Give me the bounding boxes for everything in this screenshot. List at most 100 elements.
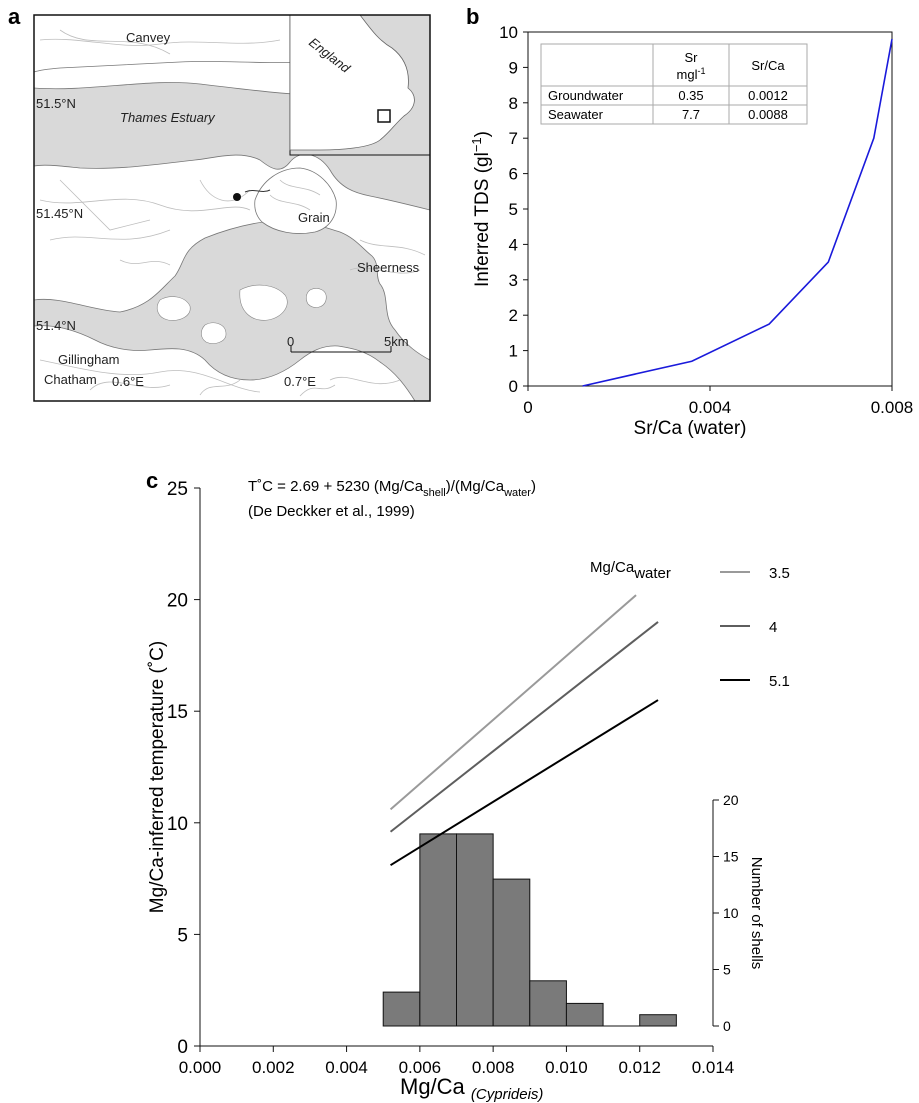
y-tick-label: 20 <box>167 591 188 612</box>
y-tick-label: 2 <box>509 306 518 325</box>
equation-text: T˚C = 2.69 + 5230 (Mg/Cashell)/(Mg/Cawat… <box>248 478 536 499</box>
y-axis-label-end: ) <box>472 131 493 137</box>
place-label-thames-estuary: Thames Estuary <box>120 110 216 125</box>
y-tick-label: 9 <box>509 58 518 77</box>
table-header-srca: Sr/Ca <box>751 58 785 73</box>
legend-label: 4 <box>769 619 777 636</box>
y-tick-label: 3 <box>509 271 518 290</box>
place-label-canvey: Canvey <box>126 30 171 45</box>
y-tick-label: 1 <box>509 342 518 361</box>
x-tick-label: 0.004 <box>325 1058 368 1077</box>
temperature-series-line <box>390 699 659 867</box>
equation-sub-water: water <box>503 487 531 499</box>
place-label-chatham: Chatham <box>44 372 97 387</box>
y-axis-label-sup: −1 <box>469 137 484 152</box>
histogram-bar <box>529 980 567 1027</box>
panel-b-chart: 0 1 2 3 4 5 6 7 8 9 10 0 0.004 0.008 Sr/Ca (water) Infe… <box>469 23 913 439</box>
table-cell-groundwater: Groundwater <box>548 88 624 103</box>
study-area-box <box>377 109 391 123</box>
medway-estuary-water <box>33 219 431 402</box>
x-tick-label: 0.008 <box>472 1058 515 1077</box>
y-tick-label: 5 <box>177 925 188 946</box>
y-tick-label: 8 <box>509 94 518 113</box>
scale-bar-start: 0 <box>287 334 294 349</box>
x-tick-label: 0.008 <box>871 398 914 417</box>
legend-label: 5.1 <box>769 673 790 690</box>
y-tick-label: 5 <box>509 200 518 219</box>
histogram-y-tick-label: 10 <box>723 905 739 921</box>
map-frame <box>33 14 431 402</box>
y-tick-label: 0 <box>509 377 518 396</box>
place-label-sheerness: Sheerness <box>357 260 420 275</box>
tds-series-line <box>582 38 893 387</box>
citation-text: (De Deckker et al., 1999) <box>248 503 415 520</box>
lat-label-51-5: 51.5°N <box>36 96 76 111</box>
x-tick-label: 0.000 <box>179 1058 222 1077</box>
place-label-grain: Grain <box>298 210 330 225</box>
england-landmass <box>289 14 415 151</box>
y-tick-label: 7 <box>509 129 518 148</box>
legend-label: 3.5 <box>769 565 790 582</box>
creek-line <box>244 189 271 193</box>
y-axis-label: Inferred TDS (gl−1) <box>469 131 493 287</box>
medway-island <box>305 288 327 308</box>
lon-label-0-6: 0.6°E <box>112 374 144 389</box>
histogram-bar <box>419 833 458 1027</box>
y-axis-label: Mg/Ca-inferred temperature (˚C) <box>147 641 168 913</box>
medway-island <box>156 296 191 321</box>
equation-part: T˚C = 2.69 + 5230 (Mg/Ca <box>248 478 424 495</box>
scale-bar: 0 5km <box>287 334 409 353</box>
panel-c-chart: 0 5 10 15 20 Number of shells 0 5 10 15 20 25 0.000 0… <box>147 479 790 1103</box>
equation-mid: )/(Mg/Ca <box>446 478 505 495</box>
table-cell-groundwater-sr: 0.35 <box>678 88 703 103</box>
temperature-series-line <box>389 594 637 811</box>
medway-island <box>201 322 227 344</box>
panel-label-c: c <box>146 468 158 493</box>
temperature-series-line <box>389 621 659 833</box>
x-tick-label: 0.004 <box>689 398 732 417</box>
lon-label-0-7: 0.7°E <box>284 374 316 389</box>
map-panel: Canvey Thames Estuary Grain Sheerness Gi… <box>33 14 431 402</box>
x-axis-label-base: Mg/Ca <box>400 1074 471 1099</box>
histogram-bar <box>492 878 531 1027</box>
histogram-y-tick-label: 0 <box>723 1018 731 1034</box>
table-cell-seawater-sr: 7.7 <box>682 107 700 122</box>
x-tick-label: 0 <box>523 398 532 417</box>
x-tick-label: 0.010 <box>545 1058 588 1077</box>
y-tick-label: 15 <box>167 702 188 723</box>
map-roads <box>39 29 426 397</box>
histogram-bar <box>456 833 494 1027</box>
legend-title: Mg/Cawater <box>590 559 671 582</box>
x-axis-label: Sr/Ca (water) <box>634 418 747 439</box>
y-tick-label: 0 <box>177 1037 188 1058</box>
histogram-bar <box>565 1002 604 1027</box>
histogram-y-axis-label: Number of shells <box>748 857 765 970</box>
x-tick-label: 0.002 <box>252 1058 295 1077</box>
histogram-y-tick-label: 15 <box>723 849 739 865</box>
y-tick-label: 6 <box>509 165 518 184</box>
legend-title-base: Mg/Ca <box>590 559 635 576</box>
table-header-sr-unit-base: mgl <box>677 67 698 82</box>
histogram-bar <box>639 1014 677 1027</box>
histogram-y-tick-label: 20 <box>723 792 739 808</box>
y-tick-label: 10 <box>167 814 188 835</box>
sr-table: Sr mgl-1 Sr/Ca Groundwater 0.35 0.0012 S… <box>540 43 808 125</box>
equation-end: ) <box>531 478 536 495</box>
x-tick-label: 0.012 <box>618 1058 661 1077</box>
table-cell-seawater-srca: 0.0088 <box>748 107 788 122</box>
table-cell-seawater: Seawater <box>548 107 604 122</box>
legend-title-sub: water <box>633 565 671 582</box>
lat-label-51-4: 51.4°N <box>36 318 76 333</box>
y-axis-label-base: Inferred TDS (gl <box>472 152 493 287</box>
grain-peninsula <box>254 167 337 234</box>
x-tick-label: 0.014 <box>692 1058 735 1077</box>
x-axis-label-sub: (Cyprideis) <box>471 1086 544 1103</box>
equation-sub-shell: shell <box>423 487 446 499</box>
histogram-bar <box>382 991 421 1027</box>
panel-label-a: a <box>8 4 21 29</box>
scale-bar-end: 5km <box>384 334 409 349</box>
y-tick-label: 4 <box>509 235 518 254</box>
inset-map: England <box>289 14 431 156</box>
table-header-sr-unit-exp: -1 <box>697 66 705 76</box>
